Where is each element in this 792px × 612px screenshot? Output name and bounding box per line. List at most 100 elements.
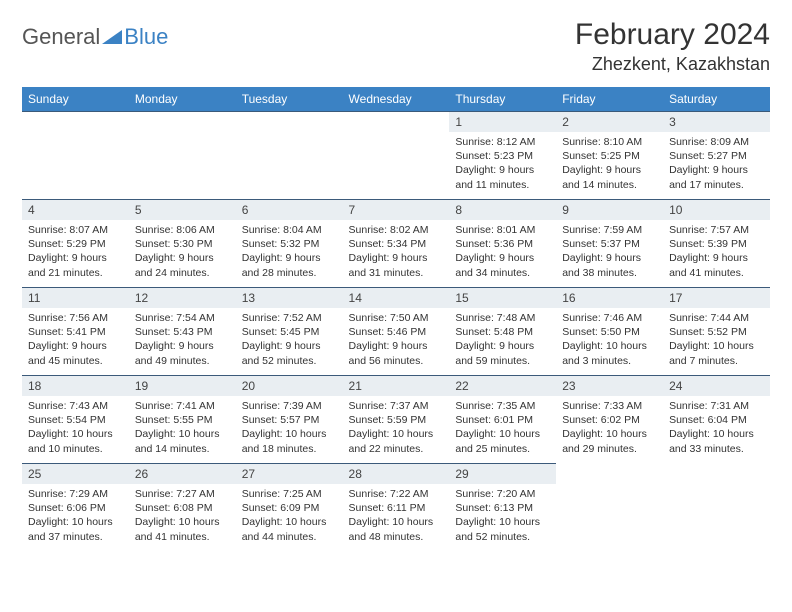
calendar-cell: 12Sunrise: 7:54 AMSunset: 5:43 PMDayligh… — [129, 287, 236, 375]
day-number: 5 — [129, 199, 236, 220]
day-details: Sunrise: 8:06 AMSunset: 5:30 PMDaylight:… — [129, 220, 236, 286]
day-number: 20 — [236, 375, 343, 396]
empty-day — [236, 111, 343, 131]
day-number: 15 — [449, 287, 556, 308]
calendar-cell: 27Sunrise: 7:25 AMSunset: 6:09 PMDayligh… — [236, 463, 343, 551]
calendar-cell: 10Sunrise: 7:57 AMSunset: 5:39 PMDayligh… — [663, 199, 770, 287]
day-number: 16 — [556, 287, 663, 308]
day-details: Sunrise: 7:25 AMSunset: 6:09 PMDaylight:… — [236, 484, 343, 550]
logo-text-general: General — [22, 24, 100, 50]
day-details: Sunrise: 7:43 AMSunset: 5:54 PMDaylight:… — [22, 396, 129, 462]
day-details: Sunrise: 7:50 AMSunset: 5:46 PMDaylight:… — [343, 308, 450, 374]
day-number: 8 — [449, 199, 556, 220]
calendar-cell: 16Sunrise: 7:46 AMSunset: 5:50 PMDayligh… — [556, 287, 663, 375]
day-details: Sunrise: 8:10 AMSunset: 5:25 PMDaylight:… — [556, 132, 663, 198]
day-details: Sunrise: 7:27 AMSunset: 6:08 PMDaylight:… — [129, 484, 236, 550]
day-number: 4 — [22, 199, 129, 220]
day-number: 1 — [449, 111, 556, 132]
calendar-cell — [236, 111, 343, 199]
day-number: 14 — [343, 287, 450, 308]
calendar-cell: 21Sunrise: 7:37 AMSunset: 5:59 PMDayligh… — [343, 375, 450, 463]
calendar-cell: 4Sunrise: 8:07 AMSunset: 5:29 PMDaylight… — [22, 199, 129, 287]
calendar-row: 4Sunrise: 8:07 AMSunset: 5:29 PMDaylight… — [22, 199, 770, 287]
weekday-header: Thursday — [449, 87, 556, 111]
day-details: Sunrise: 7:46 AMSunset: 5:50 PMDaylight:… — [556, 308, 663, 374]
day-number: 3 — [663, 111, 770, 132]
day-number: 26 — [129, 463, 236, 484]
calendar-row: 11Sunrise: 7:56 AMSunset: 5:41 PMDayligh… — [22, 287, 770, 375]
weekday-header-row: SundayMondayTuesdayWednesdayThursdayFrid… — [22, 87, 770, 111]
day-number: 21 — [343, 375, 450, 396]
calendar-cell — [343, 111, 450, 199]
day-number: 2 — [556, 111, 663, 132]
day-number: 17 — [663, 287, 770, 308]
calendar-cell: 5Sunrise: 8:06 AMSunset: 5:30 PMDaylight… — [129, 199, 236, 287]
logo-triangle-icon — [102, 28, 122, 46]
day-details: Sunrise: 8:07 AMSunset: 5:29 PMDaylight:… — [22, 220, 129, 286]
calendar-cell: 26Sunrise: 7:27 AMSunset: 6:08 PMDayligh… — [129, 463, 236, 551]
weekday-header: Saturday — [663, 87, 770, 111]
day-details: Sunrise: 8:02 AMSunset: 5:34 PMDaylight:… — [343, 220, 450, 286]
day-number: 12 — [129, 287, 236, 308]
calendar-cell — [129, 111, 236, 199]
calendar-cell: 19Sunrise: 7:41 AMSunset: 5:55 PMDayligh… — [129, 375, 236, 463]
day-details: Sunrise: 7:57 AMSunset: 5:39 PMDaylight:… — [663, 220, 770, 286]
day-details: Sunrise: 7:56 AMSunset: 5:41 PMDaylight:… — [22, 308, 129, 374]
calendar-row: 25Sunrise: 7:29 AMSunset: 6:06 PMDayligh… — [22, 463, 770, 551]
day-number: 10 — [663, 199, 770, 220]
calendar-cell: 28Sunrise: 7:22 AMSunset: 6:11 PMDayligh… — [343, 463, 450, 551]
calendar-cell: 20Sunrise: 7:39 AMSunset: 5:57 PMDayligh… — [236, 375, 343, 463]
page-title: February 2024 — [575, 18, 770, 52]
day-details: Sunrise: 7:31 AMSunset: 6:04 PMDaylight:… — [663, 396, 770, 462]
weekday-header: Monday — [129, 87, 236, 111]
day-number: 13 — [236, 287, 343, 308]
calendar-cell — [22, 111, 129, 199]
day-number: 29 — [449, 463, 556, 484]
calendar-cell: 3Sunrise: 8:09 AMSunset: 5:27 PMDaylight… — [663, 111, 770, 199]
empty-day — [129, 111, 236, 131]
day-details: Sunrise: 7:29 AMSunset: 6:06 PMDaylight:… — [22, 484, 129, 550]
day-details: Sunrise: 7:52 AMSunset: 5:45 PMDaylight:… — [236, 308, 343, 374]
day-details: Sunrise: 7:39 AMSunset: 5:57 PMDaylight:… — [236, 396, 343, 462]
calendar-cell — [556, 463, 663, 551]
day-details: Sunrise: 7:59 AMSunset: 5:37 PMDaylight:… — [556, 220, 663, 286]
day-number: 27 — [236, 463, 343, 484]
calendar-cell: 2Sunrise: 8:10 AMSunset: 5:25 PMDaylight… — [556, 111, 663, 199]
day-details: Sunrise: 7:20 AMSunset: 6:13 PMDaylight:… — [449, 484, 556, 550]
calendar-cell: 6Sunrise: 8:04 AMSunset: 5:32 PMDaylight… — [236, 199, 343, 287]
day-details: Sunrise: 7:54 AMSunset: 5:43 PMDaylight:… — [129, 308, 236, 374]
title-block: February 2024 Zhezkent, Kazakhstan — [575, 18, 770, 75]
calendar-cell — [663, 463, 770, 551]
calendar-row: 18Sunrise: 7:43 AMSunset: 5:54 PMDayligh… — [22, 375, 770, 463]
day-number: 23 — [556, 375, 663, 396]
logo: General Blue — [22, 18, 168, 50]
day-details: Sunrise: 8:12 AMSunset: 5:23 PMDaylight:… — [449, 132, 556, 198]
weekday-header: Friday — [556, 87, 663, 111]
empty-day — [22, 111, 129, 131]
calendar-cell: 11Sunrise: 7:56 AMSunset: 5:41 PMDayligh… — [22, 287, 129, 375]
calendar-cell: 22Sunrise: 7:35 AMSunset: 6:01 PMDayligh… — [449, 375, 556, 463]
calendar-row: 1Sunrise: 8:12 AMSunset: 5:23 PMDaylight… — [22, 111, 770, 199]
calendar-cell: 9Sunrise: 7:59 AMSunset: 5:37 PMDaylight… — [556, 199, 663, 287]
logo-text-blue: Blue — [124, 24, 168, 50]
weekday-header: Sunday — [22, 87, 129, 111]
location-label: Zhezkent, Kazakhstan — [575, 54, 770, 75]
calendar-cell: 15Sunrise: 7:48 AMSunset: 5:48 PMDayligh… — [449, 287, 556, 375]
calendar-table: SundayMondayTuesdayWednesdayThursdayFrid… — [22, 87, 770, 551]
day-number: 25 — [22, 463, 129, 484]
day-details: Sunrise: 8:01 AMSunset: 5:36 PMDaylight:… — [449, 220, 556, 286]
calendar-cell: 1Sunrise: 8:12 AMSunset: 5:23 PMDaylight… — [449, 111, 556, 199]
calendar-cell: 29Sunrise: 7:20 AMSunset: 6:13 PMDayligh… — [449, 463, 556, 551]
calendar-cell: 14Sunrise: 7:50 AMSunset: 5:46 PMDayligh… — [343, 287, 450, 375]
day-details: Sunrise: 7:41 AMSunset: 5:55 PMDaylight:… — [129, 396, 236, 462]
day-details: Sunrise: 8:04 AMSunset: 5:32 PMDaylight:… — [236, 220, 343, 286]
day-number: 6 — [236, 199, 343, 220]
day-number: 28 — [343, 463, 450, 484]
calendar-cell: 18Sunrise: 7:43 AMSunset: 5:54 PMDayligh… — [22, 375, 129, 463]
day-details: Sunrise: 7:37 AMSunset: 5:59 PMDaylight:… — [343, 396, 450, 462]
day-details: Sunrise: 7:48 AMSunset: 5:48 PMDaylight:… — [449, 308, 556, 374]
calendar-cell: 23Sunrise: 7:33 AMSunset: 6:02 PMDayligh… — [556, 375, 663, 463]
day-number: 22 — [449, 375, 556, 396]
day-details: Sunrise: 7:35 AMSunset: 6:01 PMDaylight:… — [449, 396, 556, 462]
day-details: Sunrise: 7:22 AMSunset: 6:11 PMDaylight:… — [343, 484, 450, 550]
